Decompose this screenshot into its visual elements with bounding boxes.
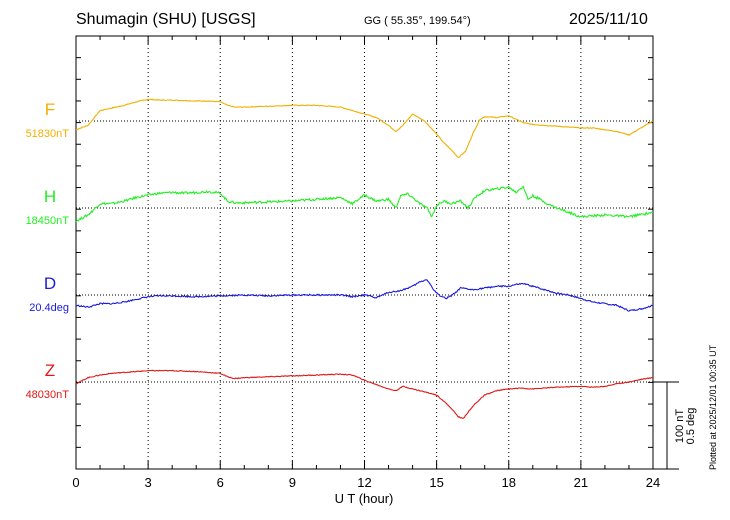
channel-baseline-value-D: 20.4deg — [29, 302, 69, 314]
channel-label-Z: Z — [45, 361, 55, 380]
x-tick-label: 0 — [72, 475, 79, 490]
x-axis-label: U T (hour) — [335, 491, 394, 506]
x-tick-label: 12 — [357, 475, 371, 490]
channel-baseline-value-F: 51830nT — [26, 128, 70, 140]
coordinates-label: GG ( 55.35°, 199.54°) — [364, 15, 471, 27]
x-tick-label: 24 — [646, 475, 660, 490]
trace-D — [75, 279, 654, 312]
channel-label-H: H — [44, 187, 56, 206]
x-tick-label: 18 — [502, 475, 516, 490]
channel-label-F: F — [45, 100, 55, 119]
channel-labels: F 51830nT H 18450nT D 20.4deg Z 48030nT — [26, 100, 70, 401]
channel-label-D: D — [44, 274, 56, 293]
x-tick-label: 15 — [429, 475, 443, 490]
x-tick-label: 21 — [574, 475, 588, 490]
scale-bar-nt-label: 100 nT — [674, 409, 686, 444]
channel-baseline-value-H: 18450nT — [26, 215, 70, 227]
x-tick-label: 9 — [289, 475, 296, 490]
x-tick-labels: 0 3 6 9 12 15 18 21 24 — [72, 475, 660, 490]
trace-H — [75, 185, 654, 223]
station-title: Shumagin (SHU) [USGS] — [76, 11, 256, 28]
traces — [75, 98, 654, 419]
vertical-grid — [147, 36, 582, 469]
x-tick-label: 3 — [145, 475, 152, 490]
trace-Z — [75, 369, 654, 419]
scale-bar-deg-label: 0.5 deg — [685, 408, 697, 445]
scale-bar: 100 nT 0.5 deg — [653, 381, 697, 470]
date-label: 2025/11/10 — [569, 11, 648, 28]
trace-F — [75, 98, 654, 159]
x-tick-label: 6 — [217, 475, 224, 490]
channel-baseline-value-Z: 48030nT — [26, 389, 70, 401]
tick-marks — [75, 35, 654, 470]
